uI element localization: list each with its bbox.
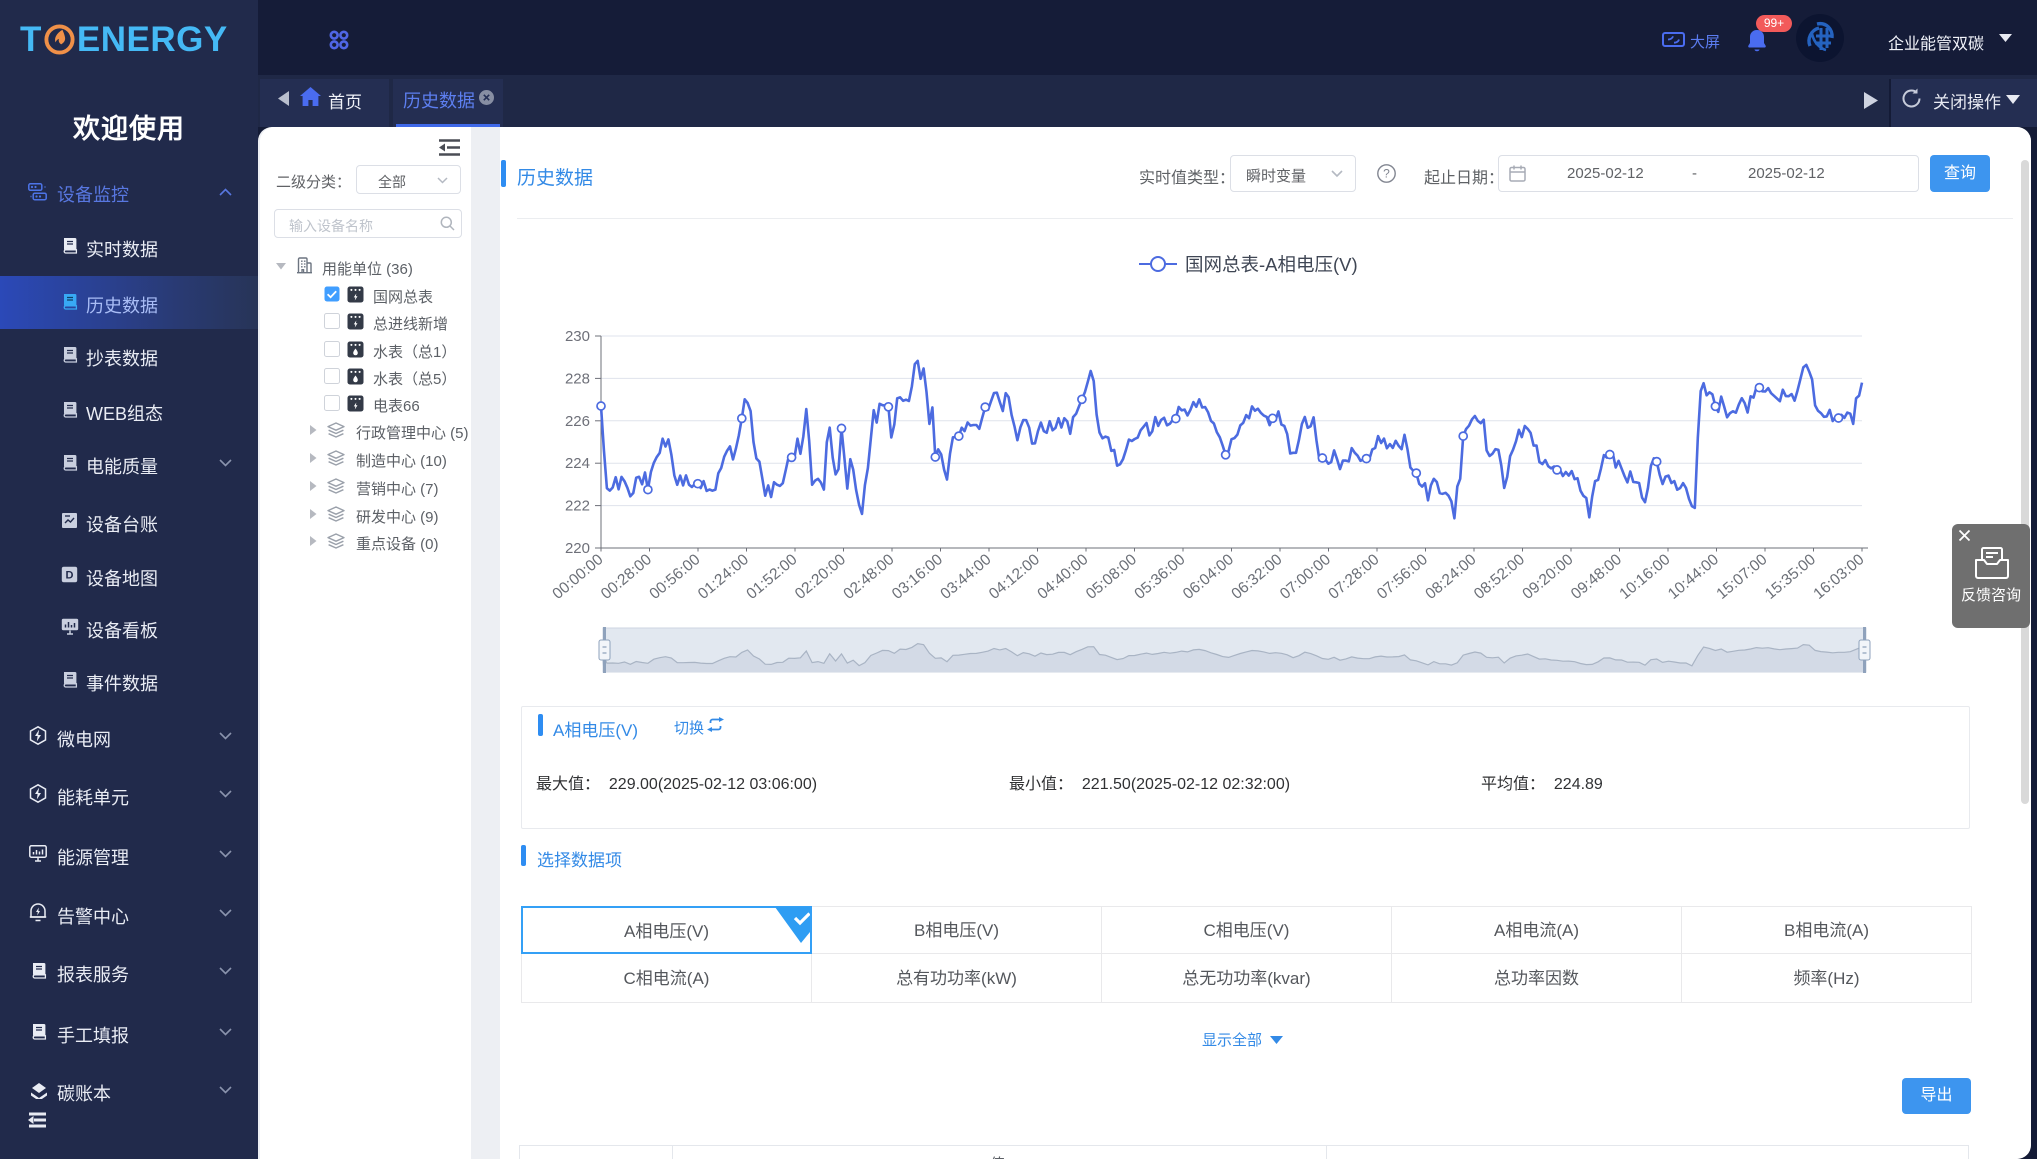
svg-text:01:52:00: 01:52:00 bbox=[743, 551, 800, 603]
svg-text:05:36:00: 05:36:00 bbox=[1131, 551, 1188, 603]
svg-text:01:24:00: 01:24:00 bbox=[695, 551, 752, 603]
svg-text:03:16:00: 03:16:00 bbox=[889, 551, 946, 603]
svg-text:09:20:00: 09:20:00 bbox=[1519, 551, 1576, 603]
svg-text:04:12:00: 04:12:00 bbox=[986, 551, 1043, 603]
svg-text:D: D bbox=[66, 570, 74, 582]
svg-text:09:48:00: 09:48:00 bbox=[1568, 551, 1625, 603]
svg-text:222: 222 bbox=[565, 498, 590, 515]
svg-text:10:44:00: 10:44:00 bbox=[1665, 551, 1722, 603]
svg-text:220: 220 bbox=[565, 540, 590, 557]
svg-text:230: 230 bbox=[565, 328, 590, 345]
svg-text:05:08:00: 05:08:00 bbox=[1083, 551, 1140, 603]
svg-text:08:24:00: 08:24:00 bbox=[1422, 551, 1479, 603]
svg-text:15:07:00: 15:07:00 bbox=[1713, 551, 1770, 603]
svg-text:国网总表-A相电压(V): 国网总表-A相电压(V) bbox=[1185, 254, 1358, 275]
svg-text:15:35:00: 15:35:00 bbox=[1762, 551, 1819, 603]
svg-text:07:00:00: 07:00:00 bbox=[1277, 551, 1334, 603]
svg-text:06:32:00: 06:32:00 bbox=[1228, 551, 1285, 603]
svg-text:00:00:00: 00:00:00 bbox=[549, 551, 606, 603]
svg-text:10:16:00: 10:16:00 bbox=[1616, 551, 1673, 603]
svg-text:08:52:00: 08:52:00 bbox=[1471, 551, 1528, 603]
svg-text:00:56:00: 00:56:00 bbox=[646, 551, 703, 603]
svg-text:02:48:00: 02:48:00 bbox=[840, 551, 897, 603]
svg-text:226: 226 bbox=[565, 413, 590, 430]
svg-text:07:28:00: 07:28:00 bbox=[1325, 551, 1382, 603]
svg-text:04:40:00: 04:40:00 bbox=[1034, 551, 1091, 603]
svg-text:06:04:00: 06:04:00 bbox=[1180, 551, 1237, 603]
svg-text:224: 224 bbox=[565, 455, 590, 472]
svg-text:03:44:00: 03:44:00 bbox=[937, 551, 994, 603]
svg-text:07:56:00: 07:56:00 bbox=[1374, 551, 1431, 603]
svg-text:16:03:00: 16:03:00 bbox=[1810, 551, 1867, 603]
svg-text:02:20:00: 02:20:00 bbox=[792, 551, 849, 603]
svg-text:228: 228 bbox=[565, 370, 590, 387]
svg-text:00:28:00: 00:28:00 bbox=[598, 551, 655, 603]
svg-text:?: ? bbox=[1383, 167, 1390, 181]
